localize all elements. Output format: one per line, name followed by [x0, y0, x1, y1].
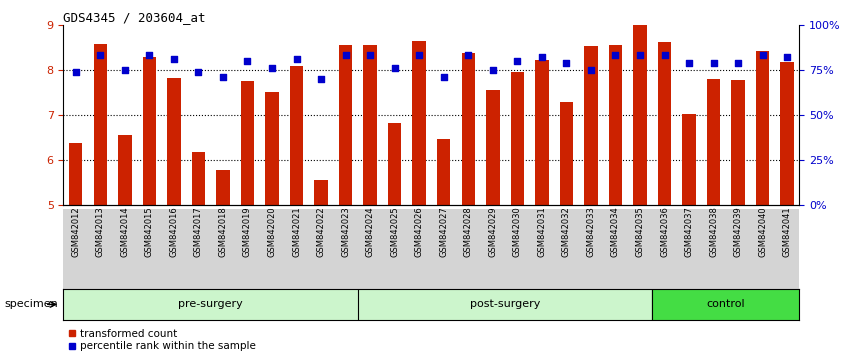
- Bar: [69, 143, 82, 205]
- Point: [706, 60, 720, 65]
- Point: [780, 55, 794, 60]
- Bar: [437, 139, 450, 205]
- Bar: [241, 81, 254, 205]
- Point: [216, 74, 229, 80]
- Point: [412, 53, 426, 58]
- Bar: [658, 42, 671, 205]
- Bar: [462, 53, 475, 205]
- Bar: [560, 102, 573, 205]
- Bar: [683, 114, 695, 205]
- Bar: [217, 170, 229, 205]
- Point: [289, 56, 303, 62]
- Bar: [364, 45, 376, 205]
- Bar: [536, 60, 548, 205]
- Point: [191, 69, 205, 75]
- Point: [535, 55, 548, 60]
- Point: [69, 69, 82, 75]
- Point: [731, 60, 744, 65]
- Bar: [94, 44, 107, 205]
- Point: [608, 53, 622, 58]
- Point: [437, 74, 450, 80]
- Point: [265, 65, 278, 71]
- Bar: [192, 152, 205, 205]
- Point: [142, 53, 156, 58]
- Bar: [413, 41, 426, 205]
- Point: [387, 65, 401, 71]
- Point: [363, 53, 376, 58]
- Text: control: control: [706, 299, 745, 309]
- Text: specimen: specimen: [4, 299, 58, 309]
- Text: pre-surgery: pre-surgery: [179, 299, 243, 309]
- Bar: [609, 45, 622, 205]
- Point: [510, 58, 524, 64]
- Point: [584, 67, 597, 73]
- Bar: [652, 289, 799, 320]
- Point: [559, 60, 573, 65]
- Bar: [339, 45, 352, 205]
- Bar: [388, 123, 401, 205]
- Point: [118, 67, 131, 73]
- Point: [755, 53, 769, 58]
- Bar: [511, 72, 524, 205]
- Bar: [707, 79, 720, 205]
- Point: [314, 76, 327, 82]
- Text: GDS4345 / 203604_at: GDS4345 / 203604_at: [63, 11, 206, 24]
- Bar: [143, 57, 156, 205]
- Bar: [266, 92, 278, 205]
- Bar: [585, 46, 597, 205]
- Bar: [63, 289, 358, 320]
- Bar: [756, 51, 769, 205]
- Bar: [486, 90, 499, 205]
- Point: [240, 58, 254, 64]
- Bar: [358, 289, 652, 320]
- Legend: transformed count, percentile rank within the sample: transformed count, percentile rank withi…: [69, 329, 256, 351]
- Point: [486, 67, 499, 73]
- Bar: [290, 66, 303, 205]
- Point: [633, 53, 646, 58]
- Bar: [168, 78, 180, 205]
- Bar: [118, 135, 131, 205]
- Bar: [634, 25, 646, 205]
- Point: [93, 53, 107, 58]
- Point: [167, 56, 180, 62]
- Text: post-surgery: post-surgery: [470, 299, 541, 309]
- Point: [657, 53, 671, 58]
- Bar: [781, 62, 794, 205]
- Point: [682, 60, 695, 65]
- Bar: [315, 181, 327, 205]
- Bar: [732, 80, 744, 205]
- Point: [338, 53, 352, 58]
- Point: [461, 53, 475, 58]
